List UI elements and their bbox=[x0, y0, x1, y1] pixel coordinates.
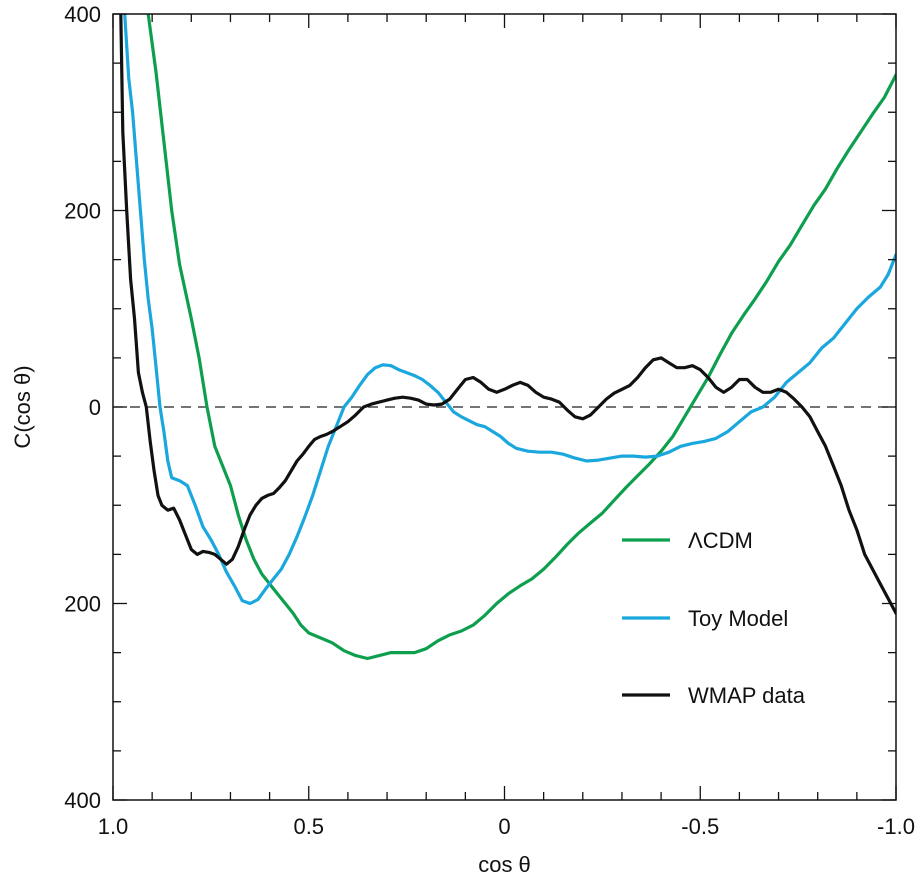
x-tick-label: -0.5 bbox=[681, 814, 719, 839]
x-tick-label: 1.0 bbox=[98, 814, 129, 839]
legend: ΛCDM Toy Model WMAP data bbox=[622, 528, 806, 708]
series-line--cdm bbox=[146, 14, 896, 661]
y-tick-label: 200 bbox=[64, 199, 101, 224]
y-tick-label: 0 bbox=[89, 395, 101, 420]
series-layer bbox=[119, 14, 896, 661]
series-line-wmap-data bbox=[119, 14, 896, 615]
y-tick-label: 400 bbox=[64, 2, 101, 27]
y-tick-label: 400 bbox=[64, 788, 101, 813]
y-axis-title: C(cos θ) bbox=[10, 365, 35, 448]
legend-label: Toy Model bbox=[688, 606, 788, 631]
x-tick-label: 0.5 bbox=[293, 814, 324, 839]
y-tick-label: 200 bbox=[64, 592, 101, 617]
x-tick-label: 0 bbox=[498, 814, 510, 839]
x-tick-label: -1.0 bbox=[877, 814, 915, 839]
legend-label: WMAP data bbox=[688, 683, 806, 708]
x-axis-title: cos θ bbox=[478, 852, 531, 877]
tick-layer bbox=[112, 13, 897, 801]
tick-label-layer: 1.0 0.5 0 -0.5 -1.0 400 200 0 200 400 bbox=[64, 2, 915, 839]
series-line-toy-model bbox=[123, 14, 896, 606]
legend-label: ΛCDM bbox=[688, 528, 753, 553]
